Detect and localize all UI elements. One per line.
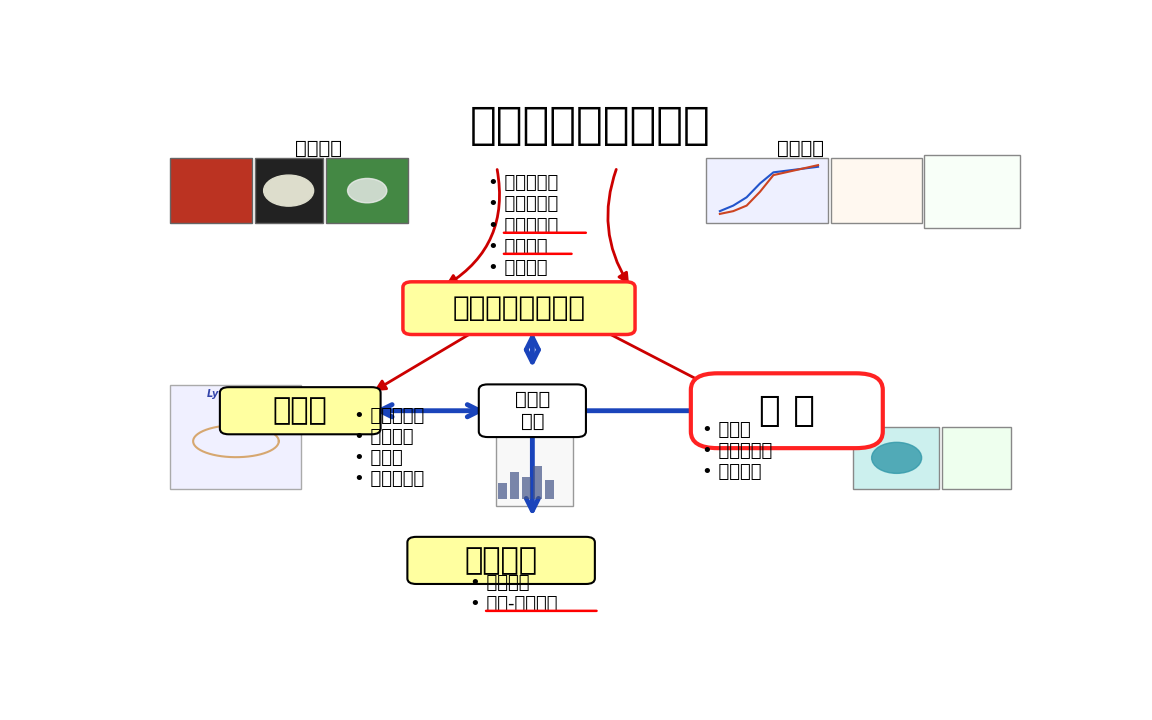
- Text: 噬菌体: 噬菌体: [273, 396, 327, 426]
- Text: 基因组
分析: 基因组 分析: [515, 390, 550, 431]
- FancyBboxPatch shape: [942, 427, 1011, 489]
- Text: 个人的主要研究兴趣: 个人的主要研究兴趣: [470, 104, 711, 147]
- Text: • 毒力因子: • 毒力因子: [470, 574, 530, 592]
- FancyBboxPatch shape: [495, 424, 574, 505]
- FancyBboxPatch shape: [326, 158, 408, 222]
- Bar: [499, 483, 507, 500]
- Text: 表型分型: 表型分型: [295, 139, 342, 158]
- Text: 疫 苗: 疫 苗: [759, 394, 814, 428]
- Text: • 病原-宿主互作: • 病原-宿主互作: [470, 595, 558, 613]
- Text: • 采样和培养: • 采样和培养: [487, 174, 558, 192]
- Text: 致病机制: 致病机制: [464, 546, 538, 575]
- Text: 基因分型: 基因分型: [776, 139, 824, 158]
- Text: • 采样和分离: • 采样和分离: [354, 408, 424, 426]
- Text: • 制剂和应用: • 制剂和应用: [354, 470, 424, 488]
- Circle shape: [264, 175, 313, 206]
- Text: • 血清型分型: • 血清型分型: [487, 217, 558, 235]
- FancyBboxPatch shape: [403, 282, 635, 335]
- FancyBboxPatch shape: [169, 158, 252, 222]
- FancyBboxPatch shape: [479, 384, 586, 437]
- Circle shape: [872, 442, 922, 473]
- Bar: [510, 472, 518, 500]
- Text: • 耐药性分型: • 耐药性分型: [487, 196, 558, 214]
- Text: • 亚单位疫苗: • 亚单位疫苗: [702, 442, 772, 460]
- Text: • 分子分型: • 分子分型: [487, 258, 547, 276]
- Bar: [533, 466, 543, 500]
- Text: • 活性酶: • 活性酶: [354, 449, 402, 467]
- Text: • 重组改造: • 重组改造: [354, 428, 414, 446]
- Bar: [522, 477, 531, 500]
- Bar: [545, 480, 554, 500]
- FancyBboxPatch shape: [924, 155, 1020, 228]
- Text: • 核酸疫苗: • 核酸疫苗: [702, 463, 761, 481]
- Text: Lytic Cycle: Lytic Cycle: [207, 389, 265, 399]
- FancyBboxPatch shape: [255, 158, 324, 222]
- FancyBboxPatch shape: [691, 373, 882, 448]
- Text: 细菌的分离和分型: 细菌的分离和分型: [453, 294, 585, 322]
- Circle shape: [348, 179, 387, 203]
- FancyBboxPatch shape: [852, 427, 940, 489]
- Text: • 灭活苗: • 灭活苗: [702, 421, 751, 439]
- Text: • 毒力分型: • 毒力分型: [487, 238, 547, 256]
- FancyBboxPatch shape: [705, 158, 828, 222]
- FancyBboxPatch shape: [169, 385, 301, 489]
- FancyBboxPatch shape: [831, 158, 922, 222]
- FancyBboxPatch shape: [220, 387, 380, 434]
- FancyBboxPatch shape: [408, 537, 594, 584]
